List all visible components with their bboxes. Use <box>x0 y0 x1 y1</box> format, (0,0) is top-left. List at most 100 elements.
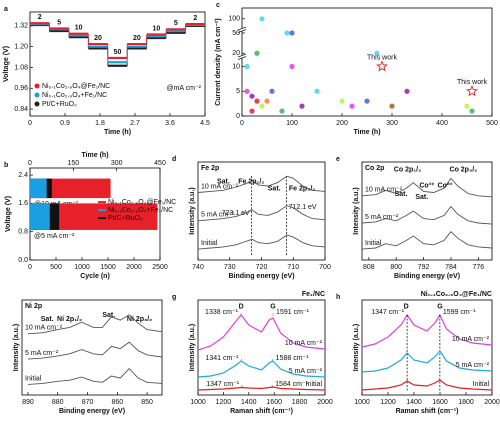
trace-label: 10 mA cm⁻² <box>452 336 490 343</box>
literature-point <box>254 98 260 104</box>
x-tick-label: 1800 <box>292 399 308 406</box>
annotation: Sat. <box>395 191 408 198</box>
literature-point <box>349 103 355 109</box>
x-axis-label: Raman shift (cm⁻¹) <box>230 408 293 415</box>
spectrum-trace <box>197 205 326 222</box>
trace-label: Initial <box>201 240 218 247</box>
x-tick-label: 1800 <box>458 399 474 406</box>
y-tick-label: 100 <box>228 16 240 23</box>
spectrum-trace <box>361 231 493 250</box>
x-tick-label: 100 <box>286 120 298 127</box>
y-axis-label: Voltage (V) <box>5 196 12 232</box>
x2-tick-label: 0 <box>28 160 32 167</box>
x-tick-label: 2500 <box>152 264 168 271</box>
panel-title: Fe₁/NC <box>302 291 325 298</box>
current-density-label: 10 <box>152 25 160 32</box>
axis-break-gap <box>239 55 245 59</box>
peak-label: 1584 cm⁻¹ <box>275 381 309 388</box>
peak-label: 1341 cm⁻¹ <box>205 355 239 362</box>
peak-label: 1599 cm⁻¹ <box>443 309 477 316</box>
x-axis-label: Binding energy (eV) <box>228 273 294 280</box>
trace-label: 5 mA cm⁻² <box>25 350 59 357</box>
x-tick-label: 2.7 <box>130 120 140 127</box>
x-tick-label: 300 <box>386 120 398 127</box>
x2-tick-label: 300 <box>111 160 123 167</box>
plot-frame <box>241 7 493 117</box>
x-tick-label: 1400 <box>406 399 422 406</box>
x-tick-label: 4.5 <box>200 120 210 127</box>
trace-label: 10 mA cm⁻² <box>201 183 239 190</box>
annotation: Ni 2p₁/₂ <box>57 316 82 323</box>
y-axis-label: Intensity (a.u.) <box>353 187 360 234</box>
literature-point <box>289 63 295 70</box>
annotation: Ni 2p₃/₂ <box>127 316 152 323</box>
x-tick-label: 400 <box>436 120 448 127</box>
x-tick-label: 500 <box>486 120 498 127</box>
literature-point <box>279 108 285 114</box>
y-tick-label: 10 <box>232 63 240 70</box>
literature-point <box>244 88 250 94</box>
x2-axis-label: Time (h) <box>81 152 108 159</box>
x-tick-label: 1.8 <box>95 120 105 127</box>
y-tick-label: 0.8 <box>18 229 28 236</box>
literature-point <box>244 63 250 70</box>
literature-point <box>314 88 320 94</box>
current-density-label: 2 <box>38 14 42 21</box>
spectrum-trace <box>361 313 493 348</box>
literature-point <box>364 98 370 104</box>
annotation: Co²⁺ <box>438 182 454 189</box>
y-tick-label: 1.08 <box>14 64 28 71</box>
plot-frame <box>361 299 493 396</box>
x-tick-label: 0 <box>28 120 32 127</box>
x-tick-label: 730 <box>224 264 236 271</box>
legend-marker <box>34 92 40 98</box>
plot-frame <box>197 299 326 396</box>
literature-point <box>339 98 345 104</box>
x-tick-label: 2000 <box>484 399 500 406</box>
x-tick-label: 890 <box>22 399 34 406</box>
panel-title: Ni₀.₁Co₂.₉O₄@Fe₁/NC <box>421 291 492 298</box>
legend-label: Ni₀.₁Co₂.₉O₄@Fe₁/NC <box>108 199 176 206</box>
panel-letter: c <box>216 2 220 9</box>
x-axis-label: Cycle (n) <box>80 273 110 280</box>
axis-break <box>237 29 247 33</box>
x-tick-label: 700 <box>319 264 331 271</box>
x-tick-label: 200 <box>336 120 348 127</box>
spectrum-trace <box>27 341 163 360</box>
literature-point <box>269 88 275 94</box>
trace-label: 10 mA cm⁻² <box>365 187 403 194</box>
annotation: Sat. <box>41 316 54 323</box>
x-tick-label: 2000 <box>126 264 142 271</box>
panel-title: Co 2p <box>365 165 384 172</box>
trace-label: 5 mA cm⁻² <box>201 212 235 219</box>
literature-point <box>289 30 295 36</box>
legend-marker <box>34 101 40 107</box>
x-tick-label: 1600 <box>432 399 448 406</box>
y-tick-label: 0 <box>236 113 240 120</box>
trace-label: Initial <box>365 240 382 247</box>
axis-break <box>237 53 247 58</box>
literature-point <box>374 50 380 56</box>
y-tick-label: 0.96 <box>14 85 28 92</box>
literature-point <box>284 30 290 36</box>
x-tick-label: 710 <box>287 264 299 271</box>
plot-frame <box>21 299 163 396</box>
panel-letter: h <box>336 294 340 301</box>
annotation: Sat. <box>415 194 428 201</box>
spectrum-trace <box>197 314 326 351</box>
literature-point <box>249 93 255 99</box>
x-tick-label: 784 <box>445 264 457 271</box>
y-tick-label: 1.6 <box>18 200 28 207</box>
spectrum-trace <box>197 386 326 391</box>
peak-label: 1347 cm⁻¹ <box>206 381 240 388</box>
this-work-star <box>466 85 478 97</box>
this-work-star <box>376 60 388 72</box>
current-density-label: 50 <box>114 49 122 56</box>
annotation: Sat. <box>102 312 115 319</box>
legend-label: Ni₀.₁Co₂.₉O₄+Fe₁/NC <box>108 207 173 214</box>
x-axis-label: Binding energy (eV) <box>59 408 125 415</box>
x2-tick-label: 450 <box>154 160 166 167</box>
current-density-label: 20 <box>133 35 141 42</box>
y-axis-label: Intensity (a.u.) <box>13 324 20 371</box>
current-density-label: 5 <box>57 19 61 26</box>
